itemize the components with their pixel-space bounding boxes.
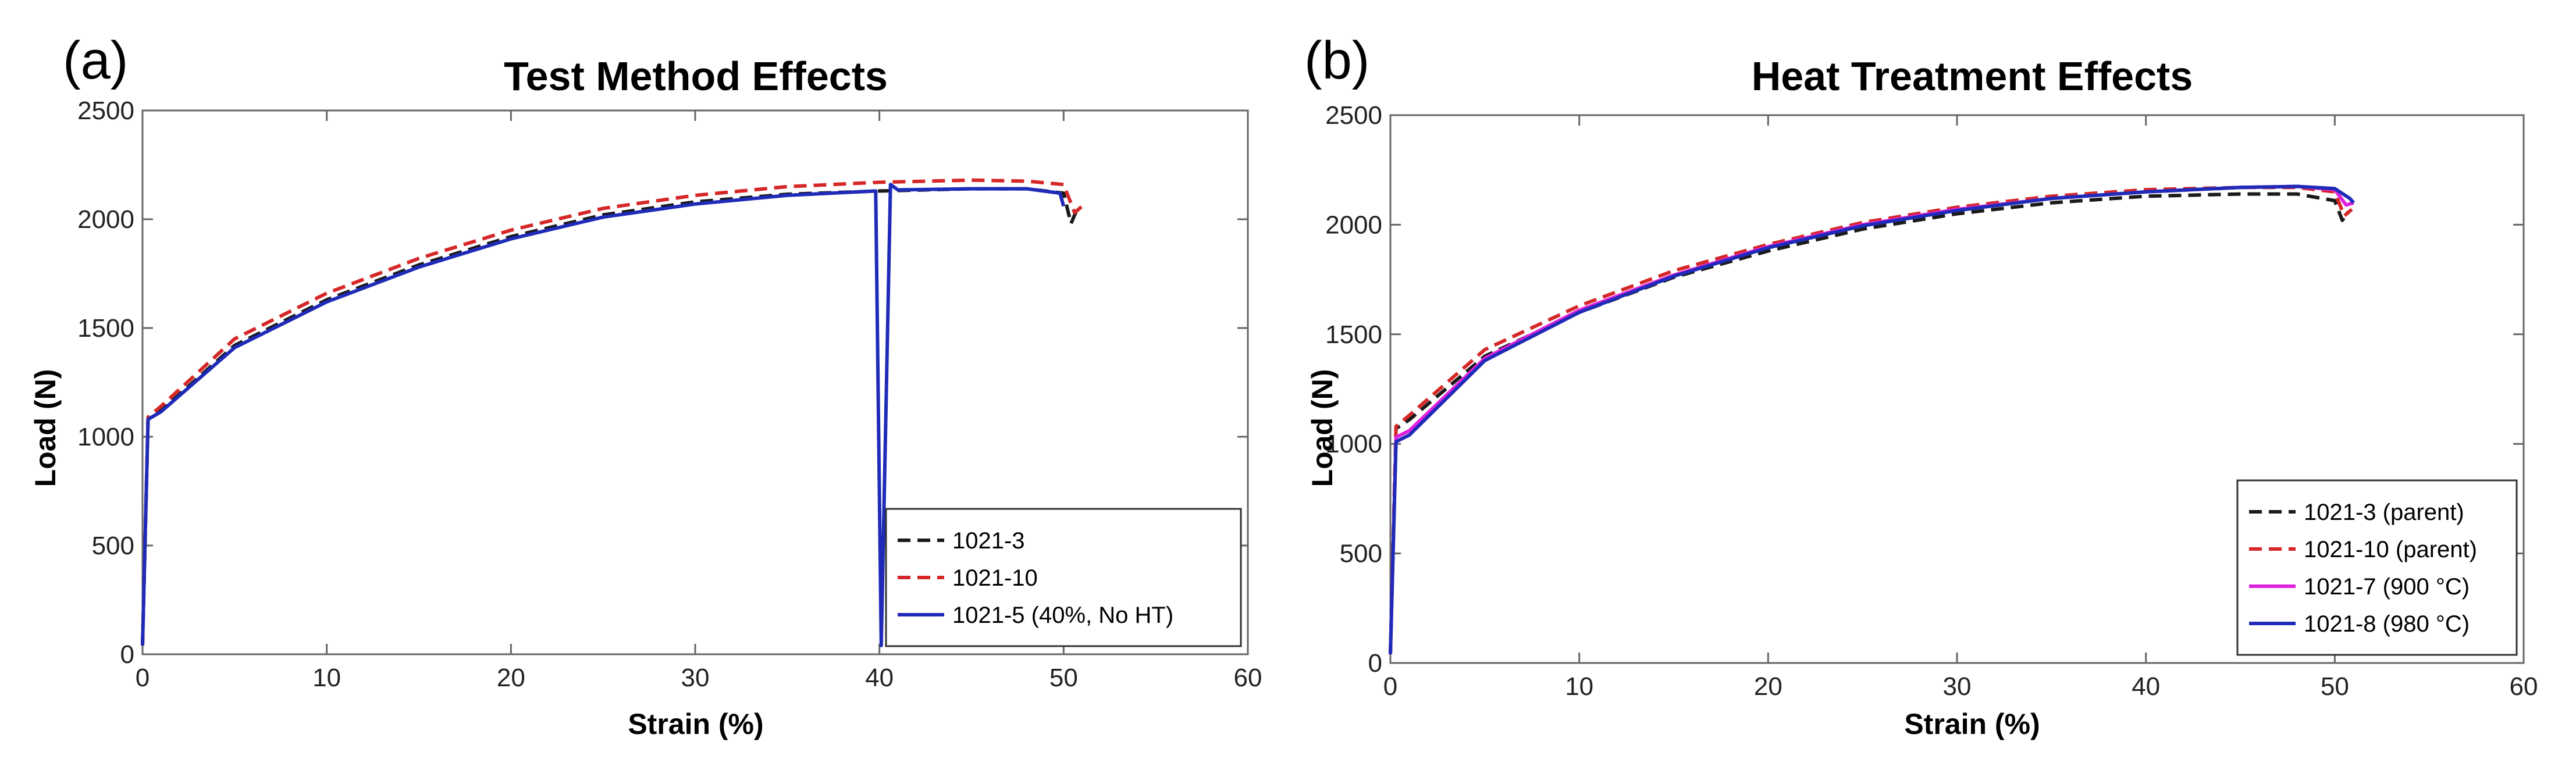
panel-a-ytick-label: 1500 [77,314,134,343]
panel-a-ytick-label: 2500 [77,97,134,125]
panel-a-legend-entry-3: 1021-5 (40%, No HT) [952,603,1173,628]
panel-b-xtick-label: 50 [2321,672,2349,701]
panel-b-xtick-label: 20 [1754,672,1782,701]
panel-a-xtick-label: 60 [1234,664,1262,692]
panel-a-ytick-label: 500 [92,532,134,560]
panel-b-ytick-label: 1500 [1325,320,1382,349]
panel-b-legend [2236,479,2518,656]
panel-a-series-line-2 [141,178,1083,646]
panel-b-ytick-label: 0 [1368,649,1382,678]
panel-a-ylabel: Load (N) [29,369,62,487]
panel-b-series-line-4 [1389,184,2356,654]
panel-b-ytick-label: 2500 [1325,101,1382,130]
panel-b-label: (b) [1304,31,1369,90]
panel-a-xtick-label: 0 [136,664,150,692]
panel-a-title: Test Method Effects [504,54,888,99]
panel-a-xlabel: Strain (%) [628,708,763,740]
panel-b: (b) Heat Treatment Effects 0 10 20 30 40 50 60… [1304,31,2538,740]
panel-b-xtick-label: 60 [2510,672,2538,701]
panel-b-xtick-label: 30 [1943,672,1972,701]
panel-a-xtick-label: 10 [312,664,341,692]
panel-a-label: (a) [63,31,128,90]
panel-a-series-line-3 [141,183,1066,647]
panel-a-ytick-label: 0 [120,640,134,669]
panel-b-ylabel: Load (N) [1306,369,1339,487]
panel-b-series-line-1 [1389,192,2350,654]
panel-a: (a) Test Method Effects 0 10 20 30 40 50 60 0 50… [29,31,1262,740]
panel-a-ytick-label: 1000 [77,423,134,451]
panel-a-xtick-label: 50 [1049,664,1078,692]
panel-a-legend-entry-1: 1021-3 [952,528,1025,554]
panel-a-legend-entry-2: 1021-10 [952,565,1038,591]
panel-b-title: Heat Treatment Effects [1752,54,2193,99]
panel-b-xtick-label: 40 [2132,672,2160,701]
panel-b-xtick-label: 0 [1383,672,1397,701]
panel-b-legend-entry-2: 1021-10 (parent) [2304,537,2477,562]
panel-b-series-line-2 [1389,186,2353,654]
panel-b-ytick-label: 1000 [1325,430,1382,458]
panel-b-legend-entry-4: 1021-8 (980 °C) [2304,611,2470,637]
panel-b-legend-entry-3: 1021-7 (900 °C) [2304,574,2470,600]
panel-a-ytick-label: 2000 [77,205,134,234]
panel-a-legend [885,508,1242,647]
panel-b-series-line-3 [1389,184,2354,654]
panel-a-xtick-label: 40 [865,664,894,692]
panel-b-ytick-label: 2000 [1325,211,1382,239]
panel-a-xtick-label: 30 [681,664,710,692]
panel-a-xtick-label: 20 [497,664,525,692]
panel-b-xtick-label: 10 [1565,672,1593,701]
panel-b-ytick-label: 500 [1340,540,1382,568]
panel-b-xlabel: Strain (%) [1904,708,2040,740]
panel-b-legend-entry-1: 1021-3 (parent) [2304,500,2464,525]
